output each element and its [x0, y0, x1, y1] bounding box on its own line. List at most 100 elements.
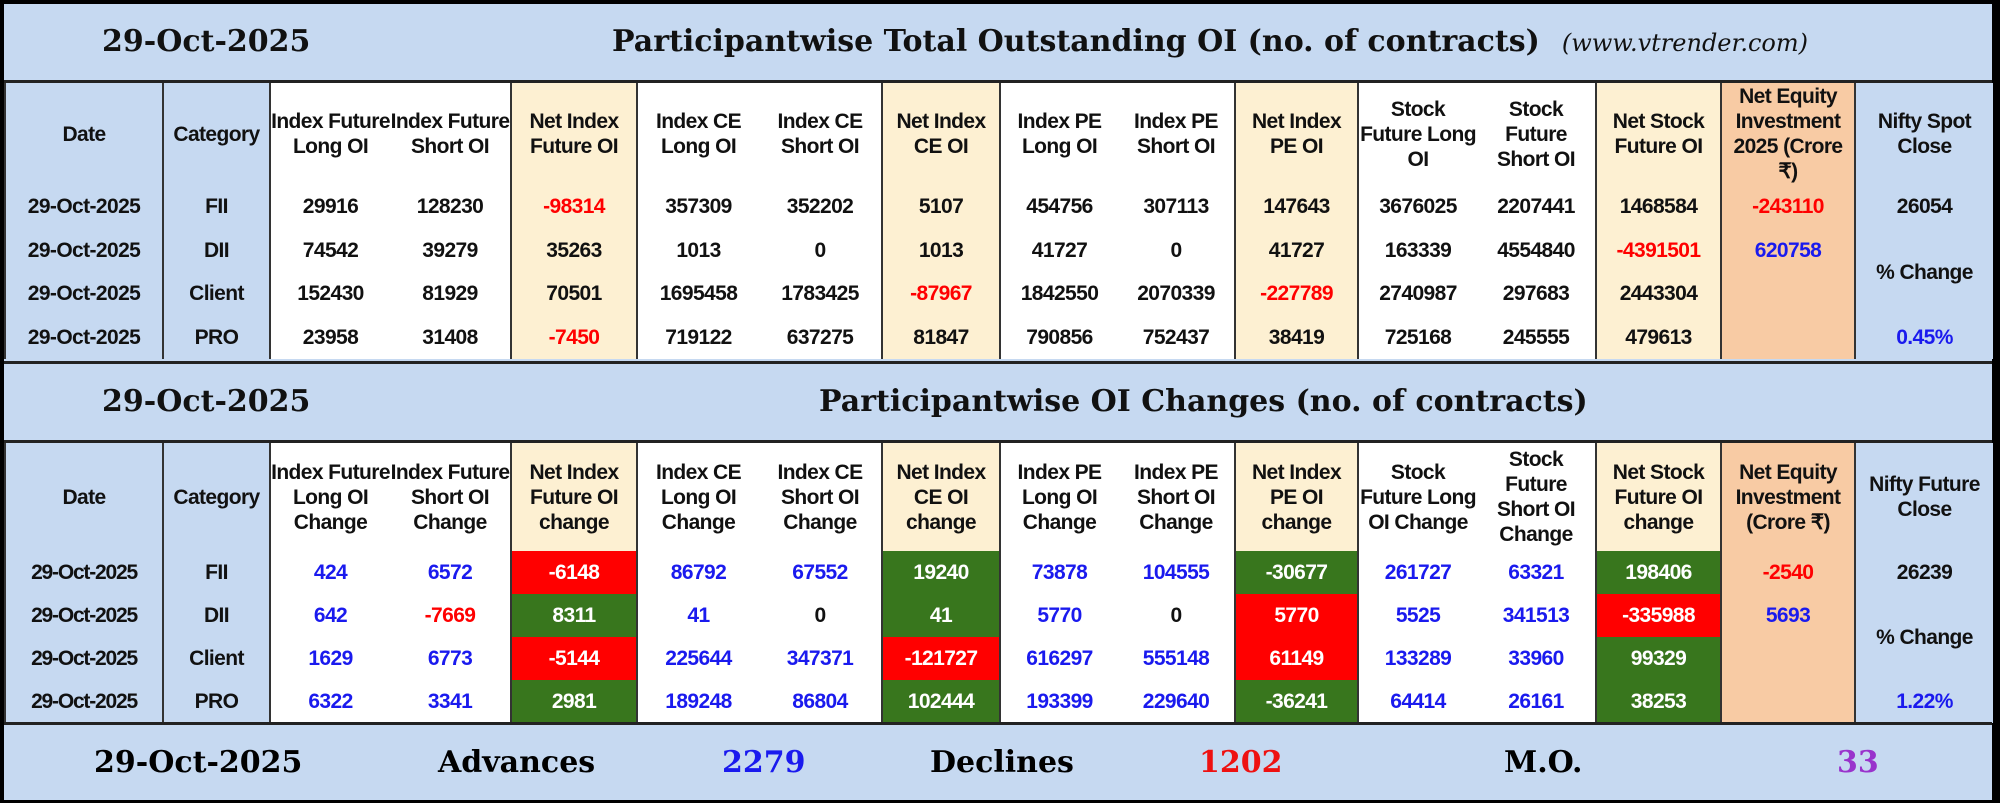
table-row: 29-Oct-2025 Client 1629 6773 -5144 225644 3473… — [4, 637, 1993, 723]
value-cell: 74542 — [269, 228, 390, 272]
value-cell: 3676025 — [1357, 185, 1477, 229]
value-cell: 479613 — [1595, 315, 1721, 359]
category-cell: FII — [162, 185, 270, 229]
value-cell: -87967 — [881, 272, 1000, 316]
value-cell: 3341 — [390, 680, 511, 723]
value-cell: -98314 — [510, 185, 637, 229]
value-cell: 790856 — [999, 315, 1118, 359]
table-row: 29-Oct-2025 FII 29916 128230 -98314 357309 352… — [4, 185, 1993, 229]
section2-title-bar: 29-Oct-2025 Participantwise OI Changes (… — [4, 361, 1992, 443]
value-cell: 163339 — [1357, 228, 1477, 272]
date-cell: 29-Oct-2025 — [4, 272, 163, 316]
value-cell: 1695458 — [636, 272, 759, 316]
declines-label: Declines — [930, 745, 1074, 780]
value-cell: 229640 — [1118, 680, 1235, 723]
declines-value: 1202 — [1199, 745, 1283, 780]
value-cell: 147643 — [1234, 185, 1358, 229]
category-cell: PRO — [162, 680, 270, 723]
net-equity-cell — [1720, 272, 1855, 359]
value-cell: 8311 — [510, 594, 637, 637]
date-cell: 29-Oct-2025 — [4, 315, 163, 359]
column-header: Net Index PE OI change — [1234, 443, 1358, 551]
value-cell: 261727 — [1357, 551, 1477, 594]
section1-title-bar: 29-Oct-2025 Participantwise Total Outsta… — [4, 4, 1992, 83]
value-cell: 41727 — [999, 228, 1118, 272]
value-cell: -7669 — [390, 594, 511, 637]
value-cell: 424 — [269, 551, 390, 594]
value-cell: 1783425 — [759, 272, 882, 316]
site-link: (www.vtrender.com) — [1561, 29, 1808, 57]
section1-date: 29-Oct-2025 — [102, 24, 311, 59]
date-cell: 29-Oct-2025 — [4, 594, 163, 637]
value-cell: 104555 — [1118, 551, 1235, 594]
date-cell: 29-Oct-2025 — [4, 185, 163, 229]
value-cell: 0 — [1118, 594, 1235, 637]
value-cell: 38419 — [1234, 315, 1358, 359]
column-header: Index Future Short OI — [390, 83, 511, 185]
value-cell: 19240 — [881, 551, 1000, 594]
value-cell: 67552 — [759, 551, 882, 594]
value-cell: 719122 — [636, 315, 759, 359]
column-header: Index CE Short OI Change — [759, 443, 882, 551]
oi-changes-table: Date Category Index Future Long OI Change I… — [4, 443, 1993, 723]
column-header: Index CE Long OI Change — [636, 443, 759, 551]
value-cell: 133289 — [1357, 637, 1477, 680]
value-cell: 341513 — [1477, 594, 1596, 637]
column-header: Index PE Short OI Change — [1118, 443, 1235, 551]
date-cell: 29-Oct-2025 — [4, 680, 163, 723]
value-cell: 725168 — [1357, 315, 1477, 359]
column-header: Net Stock Future OI — [1595, 83, 1721, 185]
nifty-change-value: 1.22% — [1854, 680, 1993, 723]
table-row: 29-Oct-2025 Client 152430 81929 70501 1695458… — [4, 272, 1993, 359]
value-cell: -121727 — [881, 637, 1000, 680]
value-cell: 637275 — [759, 315, 882, 359]
value-cell: 0 — [759, 228, 882, 272]
column-header: Date — [4, 443, 163, 551]
column-header: Index PE Short OI — [1118, 83, 1235, 185]
column-header: Index Future Long OI — [269, 83, 391, 185]
column-header: Index Future Long OI Change — [269, 443, 391, 551]
value-cell: 189248 — [636, 680, 759, 723]
column-header: Index Future Short OI Change — [390, 443, 511, 551]
value-cell: 99329 — [1595, 637, 1721, 680]
table-row: 29-Oct-2025 FII 424 6572 -6148 86792 67552 1924… — [4, 551, 1993, 594]
section2-date: 29-Oct-2025 — [102, 384, 311, 419]
table-row: 29-Oct-2025 PRO 6322 3341 2981 189248 86804 102… — [4, 680, 1993, 723]
category-cell: DII — [162, 594, 270, 637]
column-header: Net Index PE OI — [1234, 83, 1358, 185]
value-cell: 347371 — [759, 637, 882, 680]
value-cell: 307113 — [1118, 185, 1235, 229]
category-cell: DII — [162, 228, 270, 272]
column-header: Net Equity Investment (Crore ₹) — [1720, 443, 1855, 551]
header-row: Date Category Index Future Long OI Change I… — [4, 443, 1993, 551]
value-cell: 39279 — [390, 228, 511, 272]
value-cell: 297683 — [1477, 272, 1596, 316]
value-cell: 5770 — [1234, 594, 1358, 637]
participant-oi-report: 29-Oct-2025 Participantwise Total Outsta… — [4, 4, 1993, 800]
value-cell: 38253 — [1595, 680, 1721, 723]
value-cell: -4391501 — [1595, 228, 1721, 272]
column-header: Nifty Spot Close — [1854, 83, 1993, 185]
value-cell: 26161 — [1477, 680, 1596, 723]
value-cell: -227789 — [1234, 272, 1358, 316]
value-cell: 31408 — [390, 315, 511, 359]
section1-title-text: Participantwise Total Outstanding OI (no… — [612, 24, 1540, 59]
value-cell: 23958 — [269, 315, 390, 359]
nifty-change-label: % Change — [1854, 228, 1993, 316]
nifty-close-cell: 26054 — [1854, 185, 1993, 229]
value-cell: 616297 — [999, 637, 1118, 680]
market-breadth-bar: 29-Oct-2025 Advances 2279 Declines 1202 … — [4, 722, 1992, 800]
section1-title: Participantwise Total Outstanding OI (no… — [612, 24, 1808, 59]
value-cell: 1013 — [636, 228, 759, 272]
net-equity-cell: -243110 — [1720, 185, 1855, 229]
value-cell: 33960 — [1477, 637, 1596, 680]
value-cell: 2740987 — [1357, 272, 1477, 316]
value-cell: 128230 — [390, 185, 511, 229]
value-cell: -36241 — [1234, 680, 1358, 723]
advances-value: 2279 — [722, 745, 806, 780]
value-cell: 4554840 — [1477, 228, 1596, 272]
table-row: 29-Oct-2025 DII 642 -7669 8311 41 0 41 5770 0 5770… — [4, 594, 1993, 680]
value-cell: 0 — [1118, 228, 1235, 272]
mo-label: M.O. — [1504, 745, 1583, 780]
value-cell: -6148 — [510, 551, 637, 594]
